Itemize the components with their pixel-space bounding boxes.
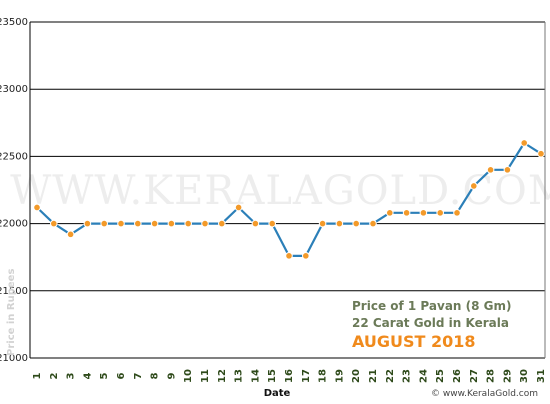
y-tick-label: 22500 (0, 151, 28, 162)
data-point (352, 219, 361, 228)
data-point (134, 219, 142, 228)
x-tick-label: 8 (150, 372, 161, 379)
x-tick-label: 30 (519, 369, 530, 383)
x-tick-label: 23 (402, 369, 413, 383)
data-point (251, 219, 260, 228)
x-tick-label: 3 (66, 372, 77, 379)
watermark-text: WWW.KERALAGOLD.COM (10, 168, 550, 214)
data-point (50, 219, 58, 228)
data-point (201, 219, 209, 228)
data-point (218, 219, 226, 228)
x-tick-label: 15 (267, 369, 278, 383)
legend: Price of 1 Pavan (8 Gm) 22 Carat Gold in… (352, 299, 512, 351)
y-axis-label: Price in Rupees (6, 269, 17, 356)
data-point (386, 209, 394, 217)
x-tick-label: 20 (351, 369, 362, 383)
source-credit: © www.KeralaGold.com (431, 389, 538, 399)
x-tick-label: 26 (452, 369, 463, 383)
x-tick-label: 9 (166, 372, 177, 379)
x-tick-label: 27 (469, 369, 480, 383)
data-point (369, 219, 377, 228)
y-tick-label: 21500 (0, 286, 28, 297)
x-tick-label: 4 (82, 372, 93, 379)
x-tick-label: 29 (502, 369, 513, 383)
data-point (436, 209, 445, 217)
data-point (167, 219, 176, 228)
x-tick-label: 31 (536, 369, 547, 383)
x-tick-label: 5 (99, 372, 110, 379)
data-point (335, 219, 344, 228)
price-series (33, 139, 545, 260)
x-tick-label: 6 (116, 372, 127, 379)
y-tick-label: 22000 (0, 219, 28, 230)
data-point (66, 230, 75, 239)
x-tick-label: 28 (486, 369, 497, 383)
data-point (470, 182, 478, 190)
x-tick-label: 21 (368, 369, 379, 383)
data-point (234, 203, 243, 212)
data-point (520, 139, 529, 147)
x-tick-label: 11 (200, 369, 211, 383)
x-axis-label: Date (264, 388, 291, 399)
data-point (285, 252, 293, 260)
data-point (117, 219, 125, 228)
data-point (453, 209, 461, 217)
data-point (100, 219, 108, 228)
x-tick-label: 16 (284, 369, 295, 383)
data-point (302, 252, 310, 260)
plot-area (30, 22, 545, 358)
data-point (503, 166, 512, 174)
data-point (537, 149, 545, 158)
x-tick-label: 17 (301, 369, 312, 383)
data-point (33, 203, 41, 212)
data-point (318, 219, 327, 228)
x-tick-label: 14 (250, 369, 261, 383)
x-tick-label: 19 (334, 369, 345, 383)
y-tick-label: 21000 (0, 353, 28, 364)
data-point (268, 219, 277, 228)
x-tick-label: 1 (32, 372, 43, 379)
legend-line-1: Price of 1 Pavan (8 Gm) (352, 299, 512, 313)
data-point (419, 209, 428, 217)
x-tick-label: 13 (234, 369, 245, 383)
y-tick-label: 23500 (0, 17, 28, 28)
x-tick-label: 12 (217, 369, 228, 383)
legend-line-2: 22 Carat Gold in Kerala (352, 316, 509, 330)
data-point (184, 219, 192, 228)
x-tick-label: 24 (418, 369, 429, 383)
y-axis-ticks: 21000 21500 22000 22500 23000 23500 (0, 17, 28, 364)
x-tick-label: 22 (385, 369, 396, 383)
x-tick-label: 10 (183, 369, 194, 383)
legend-month: AUGUST 2018 (352, 332, 476, 351)
data-point (402, 209, 411, 217)
x-axis-ticks: 1 2 3 4 5 6 7 8 9 10 11 12 13 14 15 16 17 18 19 20 21 22 23 24 2… (32, 369, 547, 383)
data-point (150, 219, 159, 228)
y-tick-label: 23000 (0, 84, 28, 95)
x-tick-label: 18 (318, 369, 329, 383)
data-point (83, 219, 92, 228)
data-point (486, 166, 495, 174)
x-tick-label: 25 (435, 369, 446, 383)
x-tick-label: 7 (133, 372, 144, 379)
x-tick-label: 2 (49, 372, 60, 379)
